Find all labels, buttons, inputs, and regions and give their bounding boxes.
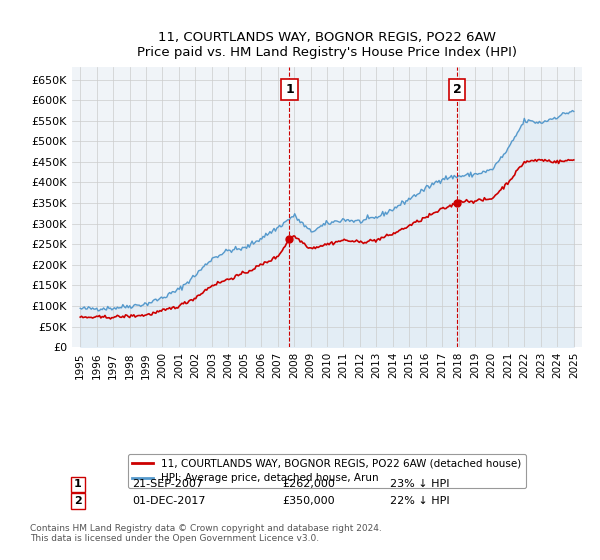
Text: 1: 1 [74, 479, 82, 489]
Text: 2: 2 [453, 83, 461, 96]
Text: £350,000: £350,000 [282, 496, 335, 506]
Text: 2: 2 [74, 496, 82, 506]
Title: 11, COURTLANDS WAY, BOGNOR REGIS, PO22 6AW
Price paid vs. HM Land Registry's Hou: 11, COURTLANDS WAY, BOGNOR REGIS, PO22 6… [137, 31, 517, 59]
Text: 23% ↓ HPI: 23% ↓ HPI [390, 479, 449, 489]
Text: 22% ↓ HPI: 22% ↓ HPI [390, 496, 449, 506]
Text: Contains HM Land Registry data © Crown copyright and database right 2024.
This d: Contains HM Land Registry data © Crown c… [30, 524, 382, 543]
Text: 1: 1 [285, 83, 294, 96]
Text: 01-DEC-2017: 01-DEC-2017 [132, 496, 205, 506]
Text: 21-SEP-2007: 21-SEP-2007 [132, 479, 203, 489]
Text: £262,000: £262,000 [282, 479, 335, 489]
Legend: 11, COURTLANDS WAY, BOGNOR REGIS, PO22 6AW (detached house), HPI: Average price,: 11, COURTLANDS WAY, BOGNOR REGIS, PO22 6… [128, 454, 526, 488]
